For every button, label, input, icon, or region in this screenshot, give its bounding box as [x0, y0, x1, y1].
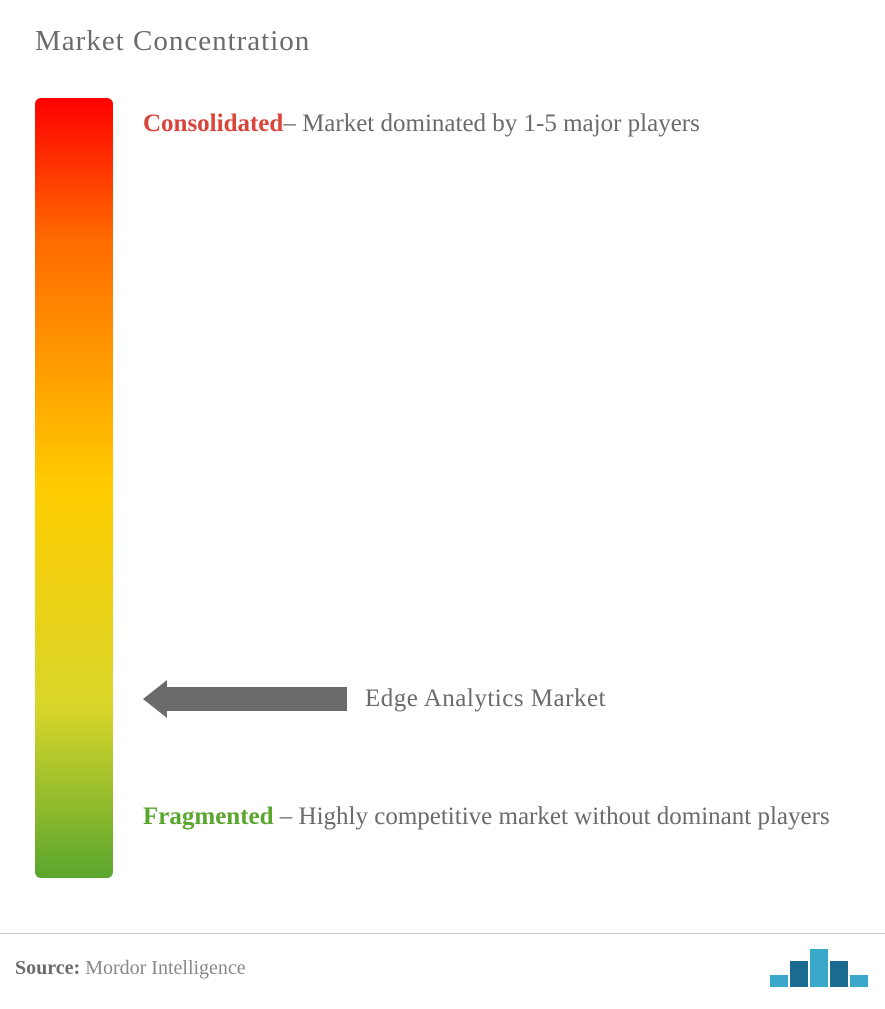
mordor-logo-icon — [770, 949, 870, 987]
fragmented-label: Fragmented – Highly competitive market w… — [143, 791, 840, 844]
infographic-container: Market Concentration Consolidated– Marke… — [0, 0, 885, 1009]
labels-column: Consolidated– Market dominated by 1-5 ma… — [143, 98, 850, 898]
source-attribution: Source: Mordor Intelligence — [15, 957, 246, 980]
chart-title: Market Concentration — [35, 25, 850, 58]
concentration-gradient-bar — [35, 98, 113, 878]
content-area: Consolidated– Market dominated by 1-5 ma… — [35, 98, 850, 898]
fragmented-term: Fragmented — [143, 803, 274, 830]
consolidated-term: Consolidated — [143, 110, 283, 137]
consolidated-label: Consolidated– Market dominated by 1-5 ma… — [143, 98, 840, 151]
footer: Source: Mordor Intelligence — [0, 933, 885, 987]
market-position-marker: Edge Analytics Market — [143, 680, 606, 718]
arrow-body-icon — [167, 687, 347, 711]
source-value: Mordor Intelligence — [80, 957, 246, 979]
fragmented-description: – Highly competitive market without domi… — [274, 803, 830, 830]
source-label: Source: — [15, 957, 80, 979]
market-name-label: Edge Analytics Market — [365, 685, 606, 713]
arrow-head-icon — [143, 680, 167, 718]
consolidated-description: – Market dominated by 1-5 major players — [283, 110, 700, 137]
arrow-icon — [143, 680, 347, 718]
